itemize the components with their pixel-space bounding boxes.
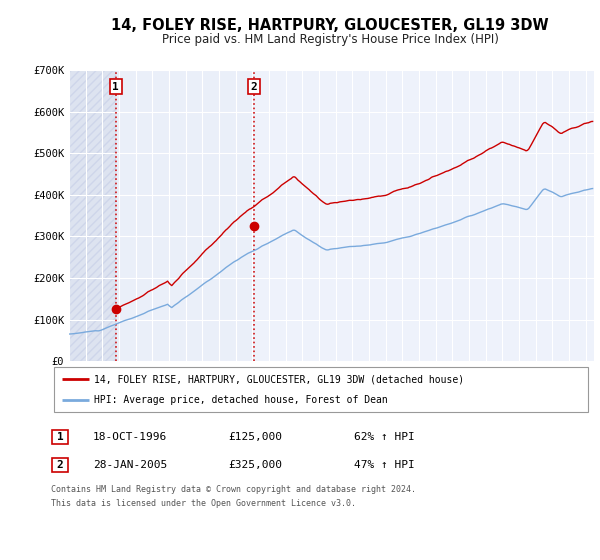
Text: 28-JAN-2005: 28-JAN-2005 (93, 460, 167, 470)
Text: 2: 2 (250, 82, 257, 92)
Text: 2: 2 (56, 460, 64, 470)
Text: This data is licensed under the Open Government Licence v3.0.: This data is licensed under the Open Gov… (51, 500, 356, 508)
Text: 14, FOLEY RISE, HARTPURY, GLOUCESTER, GL19 3DW: 14, FOLEY RISE, HARTPURY, GLOUCESTER, GL… (111, 18, 549, 32)
Text: 14, FOLEY RISE, HARTPURY, GLOUCESTER, GL19 3DW (detached house): 14, FOLEY RISE, HARTPURY, GLOUCESTER, GL… (94, 374, 464, 384)
Text: Price paid vs. HM Land Registry's House Price Index (HPI): Price paid vs. HM Land Registry's House … (161, 32, 499, 46)
Bar (69, 70, 116, 361)
FancyBboxPatch shape (54, 367, 588, 412)
Bar (116, 70, 254, 361)
FancyBboxPatch shape (52, 458, 68, 472)
Bar (69, 70, 116, 361)
Text: 62% ↑ HPI: 62% ↑ HPI (354, 432, 415, 442)
Text: £325,000: £325,000 (228, 460, 282, 470)
FancyBboxPatch shape (52, 430, 68, 444)
Text: HPI: Average price, detached house, Forest of Dean: HPI: Average price, detached house, Fore… (94, 395, 388, 405)
Text: 1: 1 (56, 432, 64, 442)
Text: Contains HM Land Registry data © Crown copyright and database right 2024.: Contains HM Land Registry data © Crown c… (51, 486, 416, 494)
Text: 47% ↑ HPI: 47% ↑ HPI (354, 460, 415, 470)
Text: £125,000: £125,000 (228, 432, 282, 442)
Text: 1: 1 (112, 82, 119, 92)
Text: 18-OCT-1996: 18-OCT-1996 (93, 432, 167, 442)
